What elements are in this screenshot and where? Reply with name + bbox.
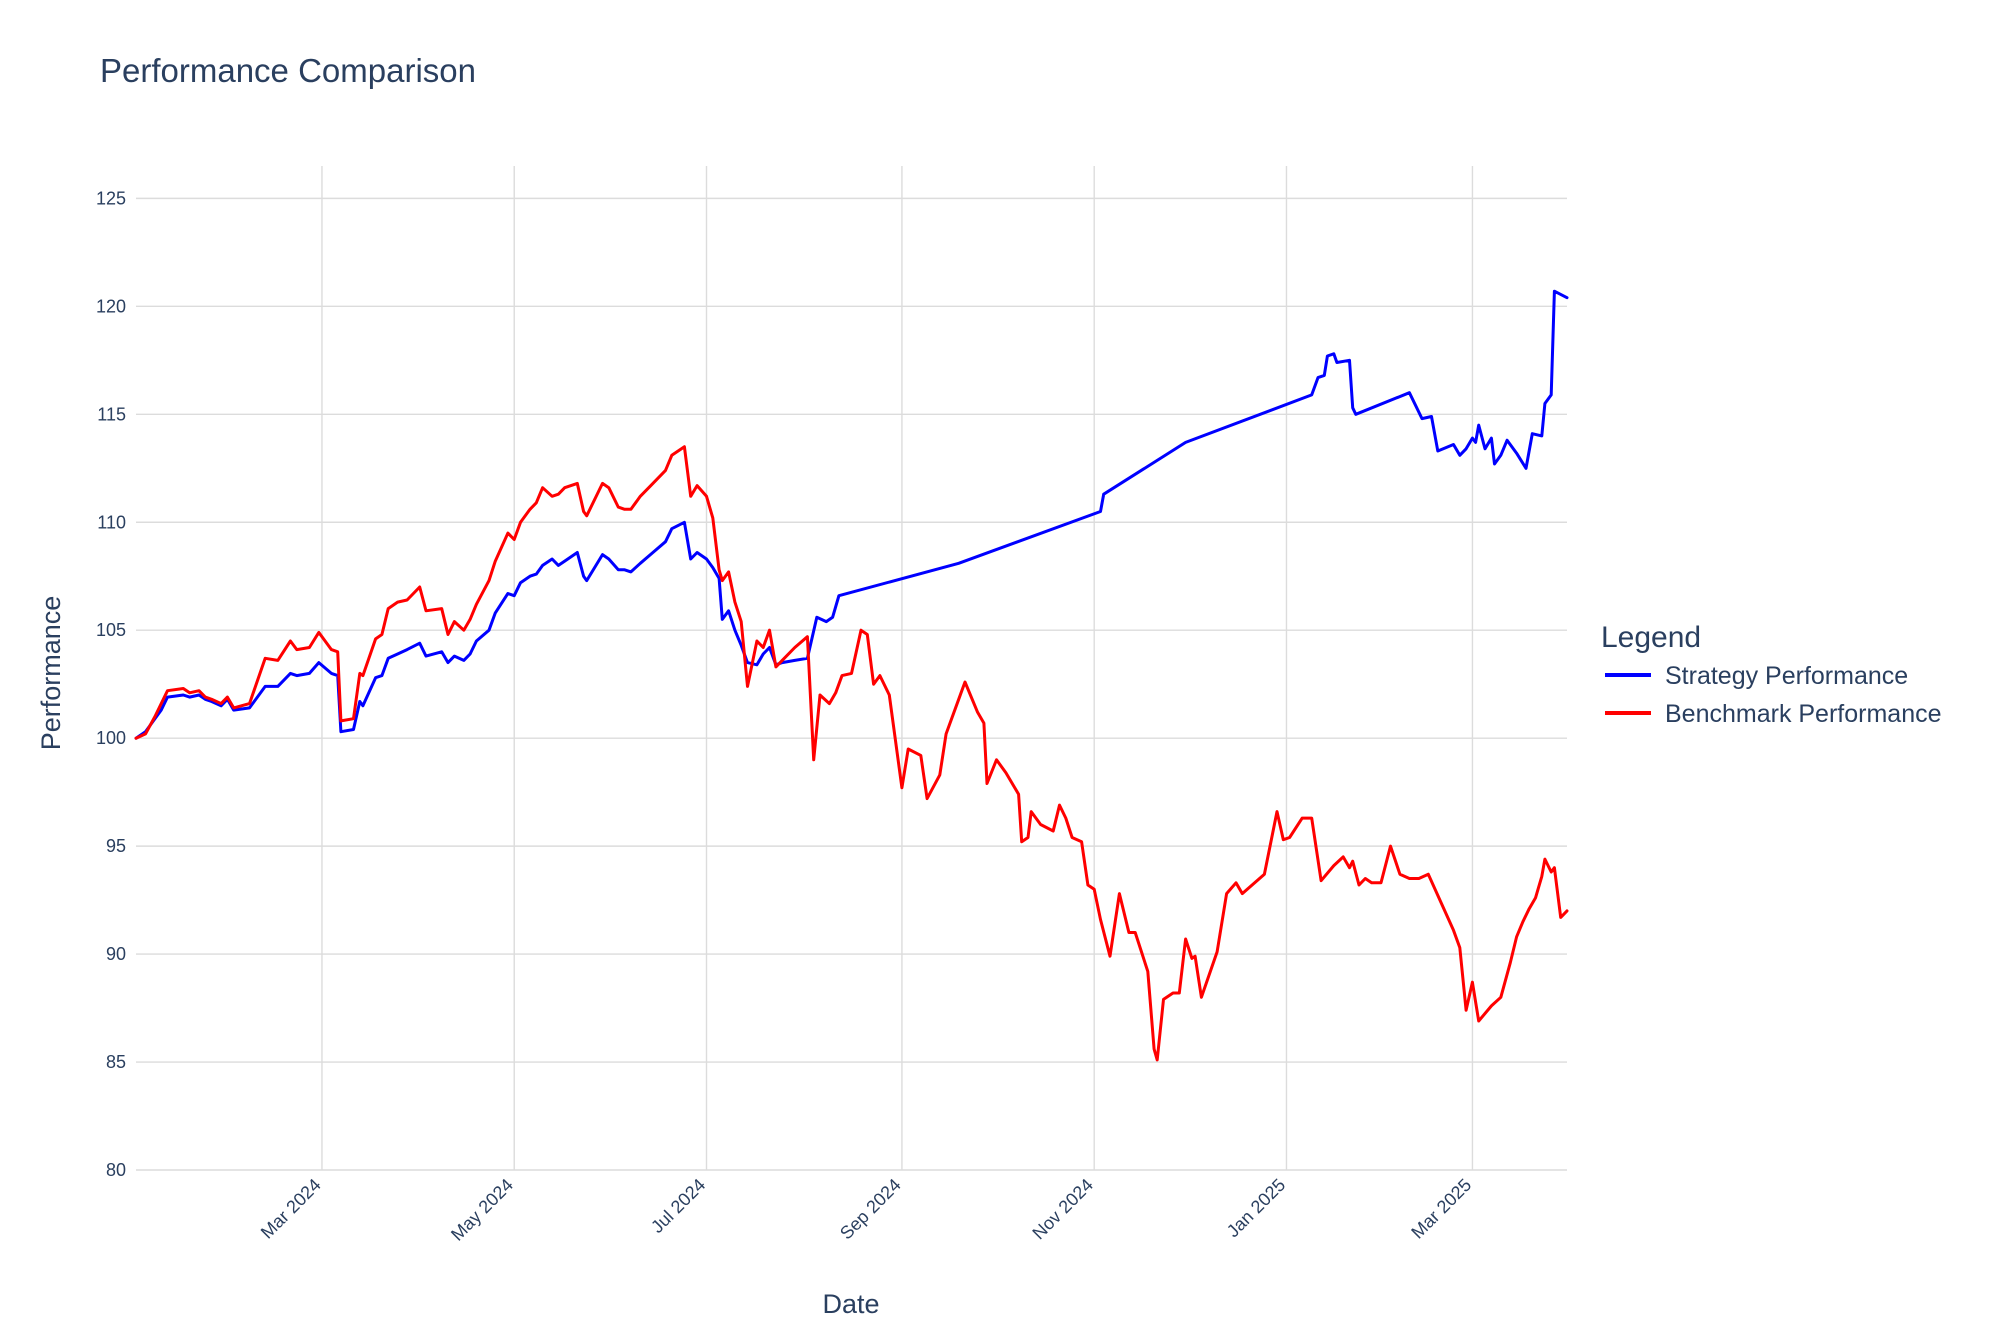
y-axis-ticks: 80 85 90 95 100 105 110 115 120 125 — [96, 188, 126, 1180]
y-tick-label: 100 — [96, 728, 126, 748]
y-tick-label: 120 — [96, 296, 126, 316]
legend: Legend Strategy Performance Benchmark Per… — [1601, 621, 1942, 728]
y-tick-label: 80 — [106, 1160, 126, 1180]
series-layer — [134, 289, 1569, 1062]
chart-title: Performance Comparison — [100, 52, 476, 89]
y-tick-label: 105 — [96, 620, 126, 640]
y-axis-title: Performance — [36, 596, 66, 751]
grid-layer — [136, 166, 1567, 1171]
legend-label: Benchmark Performance — [1665, 700, 1942, 728]
legend-label: Strategy Performance — [1665, 662, 1908, 690]
y-tick-label: 115 — [97, 404, 126, 424]
y-tick-label: 90 — [106, 944, 126, 964]
legend-title: Legend — [1601, 621, 1701, 654]
y-tick-label: 85 — [106, 1052, 126, 1072]
y-tick-label: 95 — [106, 836, 126, 856]
y-tick-label: 125 — [96, 188, 126, 208]
x-axis-title: Date — [822, 1289, 879, 1319]
series-line-benchmark — [134, 445, 1569, 1062]
legend-items: Strategy Performance Benchmark Performanc… — [1605, 662, 1942, 728]
series-line-strategy — [134, 289, 1569, 740]
y-tick-label: 110 — [97, 512, 126, 532]
